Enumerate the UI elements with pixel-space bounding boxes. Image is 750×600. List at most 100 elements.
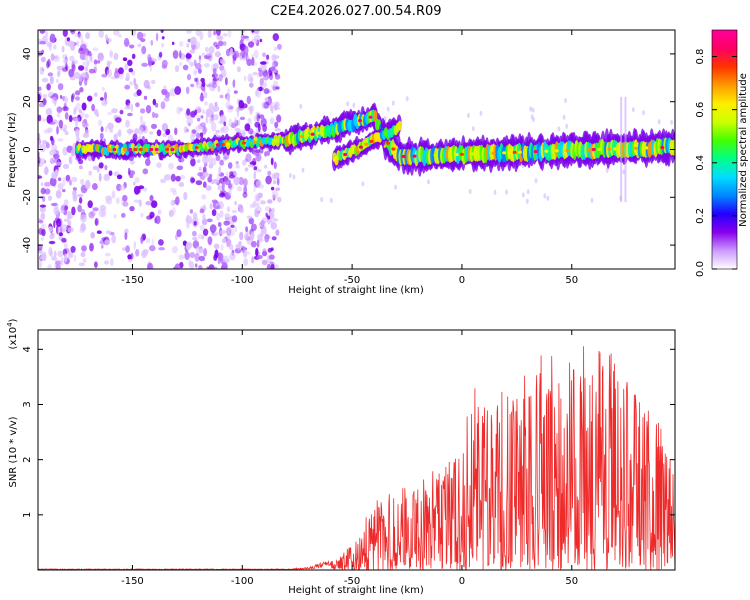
spectrogram-noise-cell (226, 95, 231, 102)
spectrogram-noise-cell (113, 214, 117, 219)
spectrogram-noise-cell (124, 63, 128, 71)
spectrogram-noise-cell (467, 113, 470, 118)
spectrogram-noise-cell (115, 117, 122, 123)
spectrogram-noise-cell (632, 107, 635, 112)
spectrogram-noise-cell (38, 86, 42, 92)
spectrogram-noise-cell (64, 59, 67, 67)
spectrogram-noise-cell (226, 206, 231, 213)
spectrogram-noise-cell (186, 108, 191, 116)
spectrogram-noise-cell (276, 114, 282, 123)
spectrogram-noise-cell (151, 123, 157, 129)
spectrogram-noise-cell (80, 214, 87, 223)
spectrogram-stripe (624, 96, 627, 203)
spectrogram-noise-cell (240, 33, 245, 42)
spectrogram-noise-cell (209, 203, 213, 210)
spectrogram-noise-cell (158, 239, 164, 246)
spectrogram-noise-cell (205, 115, 209, 124)
spectrogram-noise-cell (190, 158, 196, 167)
spectrogram-noise-cell (104, 164, 108, 171)
spectrogram-noise-cell (39, 66, 45, 75)
spectrogram-noise-cell (526, 189, 530, 195)
spectrogram-noise-cell (292, 174, 296, 180)
spectrogram-noise-cell (58, 232, 63, 237)
spectrogram-noise-cell (329, 197, 333, 203)
spectrogram-noise-cell (272, 33, 279, 42)
spectrogram-noise-cell (299, 103, 303, 109)
spectrogram-noise-cell (47, 195, 53, 202)
spectrogram-noise-cell (100, 208, 107, 218)
spectrogram-noise-cell (122, 247, 126, 251)
spectrogram-noise-cell (266, 263, 272, 269)
spectrogram-ridge-peak (544, 149, 549, 153)
spectrogram-noise-cell (107, 111, 113, 116)
spectrogram-noise-cell (214, 231, 221, 236)
spectrogram-noise-cell (115, 197, 120, 205)
spectrogram-ridge-peak (586, 148, 591, 152)
spectrogram-noise-cell (150, 39, 154, 46)
spectrogram-noise-cell (239, 231, 244, 241)
spectrogram-noise-cell (171, 206, 176, 216)
spectrogram-noise-cell (212, 266, 218, 269)
spectrogram-noise-cell (72, 190, 76, 197)
spectrogram-noise-cell (212, 108, 216, 113)
spectrogram-noise-cell (212, 77, 219, 82)
spectrogram-noise-cell (134, 83, 139, 90)
spectrogram-noise-cell (91, 103, 95, 112)
spectrogram-noise-cell (51, 256, 58, 261)
colorbar-gradient (711, 29, 738, 270)
spectrogram-noise-cell (51, 97, 57, 105)
spectrogram-noise-cell (156, 162, 162, 168)
spectrogram-noise-cell (95, 112, 100, 117)
spectrogram-noise-cell (59, 95, 63, 99)
spectrogram-noise-cell (223, 121, 227, 127)
spectrogram-noise-cell (190, 36, 197, 46)
spectrogram-noise-cell (269, 261, 274, 265)
spectrogram-noise-cell (152, 111, 155, 119)
spectrogram-noise-cell (93, 59, 98, 65)
spectrogram-noise-cell (47, 127, 53, 133)
spectrogram-noise-cell (80, 224, 86, 228)
y-tick-label: -40 (22, 237, 33, 253)
spectrogram-noise-cell (260, 220, 266, 227)
spectrogram-noise-cell (70, 94, 74, 103)
spectrogram-noise-cell (46, 41, 53, 48)
spectrogram-noise-cell (104, 99, 108, 105)
spectrogram-noise-cell (38, 219, 44, 224)
spectrogram-noise-cell (543, 193, 547, 199)
spectrogram-ridge-peak (310, 132, 315, 136)
spectrogram-ridge-peak (138, 147, 143, 152)
spectrogram-noise-cell (195, 180, 203, 186)
spectrogram-noise-cell (169, 187, 177, 193)
spectrogram-ridge-peak (507, 151, 512, 155)
spectrogram-noise-cell (213, 243, 220, 250)
spectrogram-noise-cell (182, 240, 187, 246)
spectrogram-noise-cell (53, 44, 57, 50)
spectrogram-ridge-peak (470, 152, 475, 156)
spectrogram-noise-cell (205, 51, 212, 57)
spectrogram-noise-cell (301, 167, 305, 173)
spectrogram-ridge-peak (644, 146, 649, 150)
spectrogram-noise-cell (119, 184, 126, 191)
spectrogram-x-label: Height of straight line (km) (288, 285, 424, 296)
spectrogram-noise-cell (151, 238, 155, 247)
spectrogram-noise-cell (123, 37, 130, 47)
spectrogram-noise-cell (137, 43, 142, 48)
spectrogram-noise-cell (213, 30, 216, 36)
spectrogram-ridge-peak (433, 153, 438, 157)
spectrogram-noise-cell (55, 261, 61, 269)
spectrogram-noise-cell (225, 101, 231, 109)
spectrogram-noise-cell (202, 228, 209, 236)
spectrogram-noise-cell (220, 127, 225, 133)
spectrogram-noise-cell (257, 123, 261, 133)
spectrogram-noise-cell (179, 41, 184, 48)
spectrogram-noise-cell (154, 102, 159, 108)
spectrogram-noise-cell (149, 211, 155, 219)
spectrogram-noise-cell (229, 252, 236, 261)
spectrogram-noise-cell (124, 232, 128, 240)
spectrogram-noise-cell (67, 252, 71, 260)
spectrogram-noise-cell (215, 129, 220, 134)
spectrogram-noise-cell (105, 230, 112, 234)
spectrogram-noise-cell (247, 41, 255, 48)
spectrogram-noise-cell (271, 236, 277, 241)
spectrogram-noise-cell (133, 181, 136, 186)
